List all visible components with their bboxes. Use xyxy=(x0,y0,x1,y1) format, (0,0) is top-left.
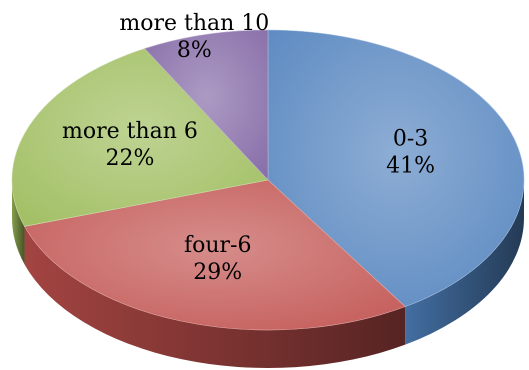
pie-label-percent: 22% xyxy=(105,146,154,171)
pie-label-percent: 41% xyxy=(386,154,435,179)
pie-label-percent: 29% xyxy=(193,260,242,285)
pie-labels: 0-341% four-629% more than 622% more than 1… xyxy=(62,11,435,285)
pie-slice-0-3 xyxy=(267,29,525,307)
pie-label-category: four-6 xyxy=(184,233,252,258)
pie-label-category: more than 10 xyxy=(119,11,269,36)
pie-slice-four-6 xyxy=(24,179,406,331)
pie-slice-side-0-3 xyxy=(405,180,524,345)
pie-top-faces xyxy=(11,29,525,331)
pie-side-walls xyxy=(12,180,524,368)
pie-label-category: more than 6 xyxy=(62,119,198,144)
pie-slice-side-more-than-6 xyxy=(12,180,25,265)
pie-slice-side-four-6 xyxy=(24,226,406,368)
pie-slice-more-than-10 xyxy=(144,29,269,181)
pie-slice-more-than-6 xyxy=(11,48,269,227)
pie-label-category: 0-3 xyxy=(393,127,428,152)
pie-label-percent: 8% xyxy=(177,38,212,63)
